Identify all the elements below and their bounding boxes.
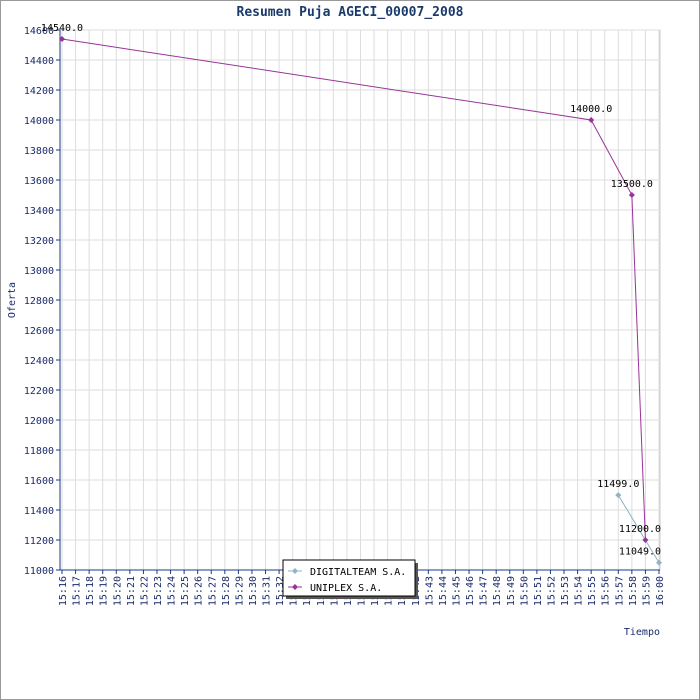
x-tick-label: 15:51 — [533, 576, 544, 606]
y-tick-label: 14400 — [24, 56, 54, 67]
x-tick-label: 15:31 — [262, 576, 273, 606]
point — [588, 117, 595, 123]
x-tick-label: 15:22 — [139, 576, 150, 606]
x-tick-label: 15:49 — [506, 576, 517, 606]
x-tick-label: 15:52 — [546, 576, 557, 606]
point — [656, 559, 662, 566]
value-label: 14000.0 — [570, 104, 612, 115]
x-tick-label: 15:44 — [438, 576, 449, 606]
x-tick-label: 15:46 — [465, 576, 476, 606]
x-tick-label: 15:43 — [424, 576, 435, 606]
x-tick-label: 15:20 — [112, 576, 123, 606]
x-tick-label: 16:00 — [655, 576, 666, 606]
chart-title: Resumen Puja AGECI_00007_2008 — [237, 5, 464, 20]
y-tick-label: 13000 — [24, 266, 54, 277]
value-label: 14540.0 — [41, 23, 83, 34]
x-tick-label: 15:45 — [451, 576, 462, 606]
x-tick-label: 15:17 — [72, 576, 83, 606]
y-tick-label: 13800 — [24, 146, 54, 157]
y-tick-label: 14200 — [24, 86, 54, 97]
value-label: 11200.0 — [619, 524, 661, 535]
x-tick-label: 15:26 — [194, 576, 205, 606]
y-tick-label: 11600 — [24, 476, 54, 487]
point — [59, 36, 65, 42]
y-tick-label: 12000 — [24, 416, 54, 427]
x-tick-label: 15:16 — [58, 576, 69, 606]
y-tick-label: 13600 — [24, 176, 54, 187]
legend-marker — [292, 584, 298, 590]
value-label: 11049.0 — [619, 547, 661, 558]
legend-box — [282, 559, 416, 597]
series-line — [61, 38, 646, 541]
x-tick-label: 15:50 — [519, 576, 530, 606]
x-tick-label: 15:55 — [587, 576, 598, 606]
x-tick-label: 15:32 — [275, 576, 286, 606]
y-tick-label: 14600 — [24, 26, 54, 37]
x-tick-label: 15:56 — [601, 576, 612, 606]
x-tick-label: 15:19 — [99, 576, 110, 606]
legend-marker — [292, 568, 298, 574]
y-tick-label: 12200 — [24, 386, 54, 397]
x-tick-label: 15:23 — [153, 576, 164, 606]
y-tick-label: 11400 — [24, 506, 54, 517]
x-tick-label: 15:57 — [614, 576, 625, 606]
x-tick-label: 15:18 — [85, 576, 96, 606]
x-tick-label: 15:21 — [126, 576, 137, 606]
y-tick-label: 12600 — [24, 326, 54, 337]
y-tick-label: 12400 — [24, 356, 54, 367]
x-tick-label: 15:25 — [180, 576, 191, 606]
y-axis-label: Oferta — [7, 282, 18, 318]
x-tick-label: 15:24 — [167, 576, 178, 606]
point — [642, 537, 649, 543]
x-tick-label: 15:29 — [234, 576, 245, 606]
series-line — [617, 494, 660, 563]
x-tick-label: 15:53 — [560, 576, 571, 606]
x-tick-label: 15:47 — [479, 576, 490, 606]
legend-label: UNIPLEX S.A. — [310, 583, 382, 594]
y-tick-label: 11800 — [24, 446, 54, 457]
point — [628, 192, 635, 198]
x-tick-label: 15:30 — [248, 576, 259, 606]
point — [615, 492, 622, 499]
x-tick-label: 15:59 — [641, 576, 652, 606]
x-axis-label: Tiempo — [624, 627, 660, 638]
value-label: 13500.0 — [611, 179, 653, 190]
x-tick-label: 15:48 — [492, 576, 503, 606]
y-tick-label: 11200 — [24, 536, 54, 547]
value-label: 11499.0 — [597, 479, 639, 490]
y-tick-label: 13200 — [24, 236, 54, 247]
y-tick-label: 14000 — [24, 116, 54, 127]
x-tick-label: 15:28 — [221, 576, 232, 606]
y-tick-label: 11000 — [24, 566, 54, 577]
legend-label: DIGITALTEAM S.A. — [310, 567, 406, 578]
y-tick-label: 13400 — [24, 206, 54, 217]
legend: DIGITALTEAM S.A. UNIPLEX S.A. — [282, 559, 418, 599]
x-tick-label: 15:58 — [628, 576, 639, 606]
x-tick-label: 15:27 — [207, 576, 218, 606]
y-tick-label: 12800 — [24, 296, 54, 307]
x-tick-label: 15:54 — [574, 576, 585, 606]
